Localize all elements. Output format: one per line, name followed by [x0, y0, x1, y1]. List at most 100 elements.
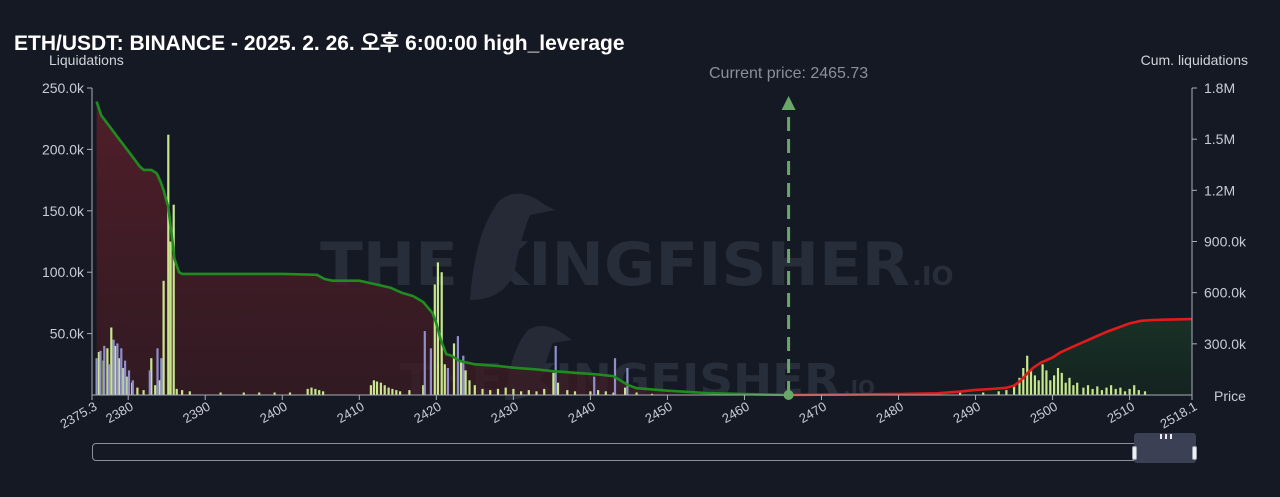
long-liquidation-bar [125, 376, 128, 395]
cumulative-lines [95, 101, 1193, 397]
long-liquidation-bar [1037, 380, 1040, 395]
svg-text:THE KINGFISHER: THE KINGFISHER [320, 230, 910, 300]
short-liquidation-bar [107, 364, 110, 395]
long-liquidation-bar [136, 387, 139, 395]
long-liquidation-bar [1123, 391, 1127, 395]
long-liquidation-bar [97, 352, 100, 395]
short-liquidation-bar [95, 358, 98, 395]
long-liquidation-bar [1128, 388, 1131, 395]
long-liquidation-bar [387, 387, 390, 395]
long-liquidation-bar [395, 390, 398, 395]
long-liquidation-bar [1041, 364, 1044, 395]
x-tick-label: 2490 [950, 399, 983, 426]
cumulative-long-area [96, 101, 789, 395]
long-liquidation-bar [959, 391, 962, 395]
short-liquidation-bar [120, 348, 123, 395]
short-liquidation-bar [103, 345, 106, 395]
long-liquidation-bar [162, 280, 165, 395]
cumulative-long-line [95, 101, 789, 397]
x-tick-label: 2375.3 [58, 399, 100, 432]
long-liquidation-bar [242, 392, 245, 395]
long-liquidation-bar [489, 390, 492, 395]
long-liquidation-bar [1082, 387, 1085, 395]
long-liquidation-bar [1049, 380, 1052, 395]
long-liquidation-bar [552, 372, 555, 395]
long-liquidation-bar [154, 385, 157, 395]
left-axis-label: Liquidations [49, 52, 124, 68]
short-liquidation-bar [112, 339, 115, 395]
x-tick-label: 2480 [873, 399, 906, 426]
short-liquidation-bar [456, 336, 459, 395]
long-liquidation-bar [1114, 388, 1117, 395]
long-liquidation-bar [1033, 375, 1036, 395]
long-liquidation-bar [1018, 377, 1021, 395]
current-price-label: Current price: 2465.73 [709, 65, 868, 82]
long-liquidation-bar [1143, 391, 1147, 395]
long-liquidation-bar [624, 387, 627, 395]
long-liquidation-bar [1137, 390, 1140, 395]
long-liquidation-bar [504, 387, 507, 395]
long-liquidation-bar [172, 204, 175, 395]
long-liquidation-bar [433, 284, 436, 395]
range-scrollbar[interactable] [92, 443, 1196, 461]
long-liquidation-bar [288, 392, 292, 395]
long-liquidation-bar [650, 393, 654, 395]
long-liquidation-bar [1100, 390, 1103, 395]
long-liquidation-bar [408, 390, 411, 395]
long-liquidation-bar [1060, 372, 1063, 395]
long-liquidation-bar [1045, 370, 1048, 395]
long-liquidation-bar [422, 385, 425, 395]
long-liquidation-bar [188, 391, 191, 395]
long-liquidation-bar [1086, 385, 1090, 395]
short-liquidation-bar [462, 355, 465, 395]
long-liquidation-bar [459, 360, 463, 395]
x-tick-label: 2410 [334, 399, 367, 426]
long-liquidation-bar [1091, 388, 1094, 395]
long-liquidation-bar [512, 388, 515, 395]
short-liquidation-bar [99, 350, 102, 395]
range-handle-right[interactable] [1192, 446, 1197, 460]
range-grip-icon[interactable] [1160, 434, 1172, 439]
short-liquidation-bar [116, 343, 119, 395]
x-tick-label: 2510 [1105, 399, 1138, 426]
left-tick-label: 250.0k [42, 80, 85, 96]
long-liquidation-bar [1072, 385, 1075, 395]
long-liquidation-bar [440, 272, 443, 395]
long-liquidation-bar [543, 388, 546, 395]
short-liquidation-bar [160, 358, 163, 395]
long-liquidation-bar [520, 391, 523, 395]
right-tick-label: 300.0k [1204, 336, 1247, 352]
long-liquidation-bar [375, 381, 379, 395]
long-liquidation-bar [379, 382, 382, 395]
range-handle-left[interactable] [1132, 446, 1137, 460]
x-tick-label: 2390 [180, 399, 213, 426]
current-price-arrow-icon [781, 96, 796, 110]
long-liquidation-bar [219, 392, 222, 395]
long-liquidation-bar [181, 390, 184, 395]
right-tick-label: 1.8M [1204, 80, 1235, 96]
long-liquidation-bar [273, 392, 276, 395]
long-liquidation-bar [604, 391, 607, 395]
long-liquidation-bar [383, 385, 386, 395]
long-liquidation-bar [535, 391, 538, 395]
long-liquidation-bar [372, 380, 375, 395]
long-liquidation-bar [1064, 382, 1067, 395]
long-liquidation-bar [169, 241, 172, 395]
long-liquidation-bar [556, 382, 560, 395]
long-liquidation-bar [110, 327, 113, 395]
long-liquidation-bar [306, 388, 309, 395]
cumulative-area-layer [96, 101, 1192, 395]
right-axis-label: Cum. liquidations [1140, 52, 1248, 68]
x-tick-label: 2500 [1028, 399, 1061, 426]
long-liquidation-bar [589, 391, 592, 395]
left-tick-label: 150.0k [42, 203, 85, 219]
long-liquidation-bar [1013, 385, 1016, 395]
left-tick-label: 50.0k [50, 326, 85, 342]
x-tick-label: 2518.1 [1158, 399, 1200, 432]
long-liquidation-bar [322, 391, 325, 395]
long-liquidation-bar [982, 392, 985, 395]
long-liquidation-bar [452, 343, 456, 395]
long-liquidation-bar [635, 392, 638, 395]
left-tick-label: 200.0k [42, 141, 85, 157]
